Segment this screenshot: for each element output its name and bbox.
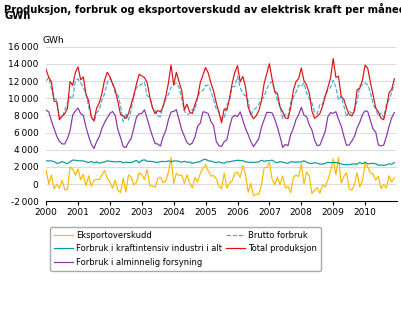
Forbruk i kraftintensiv industri i alt xyxy=(328,161,333,165)
Forbruk i alminnelig forsyning xyxy=(163,129,168,133)
Forbruk i alminnelig forsyning xyxy=(328,111,333,115)
Brutto forbruk xyxy=(328,86,333,90)
Eksportoverskudd xyxy=(392,175,397,179)
Forbruk i alminnelig forsyning xyxy=(86,134,91,138)
Line: Forbruk i kraftintensiv industri i alt: Forbruk i kraftintensiv industri i alt xyxy=(46,159,394,166)
Brutto forbruk xyxy=(331,78,336,82)
Total produksjon xyxy=(73,71,78,74)
Forbruk i kraftintensiv industri i alt xyxy=(161,159,166,163)
Eksportoverskudd xyxy=(251,194,256,198)
Forbruk i kraftintensiv industri i alt xyxy=(86,161,91,165)
Brutto forbruk xyxy=(153,109,158,112)
Text: GWh: GWh xyxy=(43,36,64,45)
Forbruk i alminnelig forsyning xyxy=(91,147,96,150)
Line: Forbruk i alminnelig forsyning: Forbruk i alminnelig forsyning xyxy=(46,107,394,148)
Total produksjon xyxy=(326,86,330,90)
Forbruk i alminnelig forsyning xyxy=(299,105,304,109)
Eksportoverskudd xyxy=(328,169,333,173)
Brutto forbruk xyxy=(235,75,240,79)
Brutto forbruk xyxy=(91,120,96,124)
Eksportoverskudd xyxy=(336,156,341,159)
Line: Eksportoverskudd: Eksportoverskudd xyxy=(46,157,394,196)
Text: GWh: GWh xyxy=(4,11,30,21)
Forbruk i kraftintensiv industri i alt xyxy=(392,161,397,165)
Forbruk i alminnelig forsyning xyxy=(331,111,336,115)
Legend: Eksportoverskudd, Forbruk i kraftintensiv industri i alt, Forbruk i alminnelig f: Eksportoverskudd, Forbruk i kraftintensi… xyxy=(50,227,321,271)
Total produksjon xyxy=(86,99,91,103)
Line: Brutto forbruk: Brutto forbruk xyxy=(46,77,394,122)
Forbruk i alminnelig forsyning xyxy=(153,142,158,146)
Eksportoverskudd xyxy=(73,173,78,177)
Total produksjon xyxy=(150,106,155,109)
Total produksjon xyxy=(328,76,333,80)
Forbruk i kraftintensiv industri i alt xyxy=(44,159,49,163)
Brutto forbruk xyxy=(163,98,168,101)
Total produksjon xyxy=(44,68,49,71)
Eksportoverskudd xyxy=(161,181,166,185)
Total produksjon xyxy=(392,77,397,81)
Brutto forbruk xyxy=(44,79,49,82)
Total produksjon xyxy=(219,121,224,125)
Total produksjon xyxy=(161,105,166,109)
Brutto forbruk xyxy=(86,105,91,109)
Forbruk i alminnelig forsyning xyxy=(392,110,397,114)
Forbruk i kraftintensiv industri i alt xyxy=(381,164,386,167)
Forbruk i kraftintensiv industri i alt xyxy=(203,157,208,161)
Text: Produksjon, forbruk og eksportoverskudd av elektrisk kraft per måned.: Produksjon, forbruk og eksportoverskudd … xyxy=(4,3,401,15)
Forbruk i kraftintensiv industri i alt xyxy=(73,158,78,162)
Forbruk i alminnelig forsyning xyxy=(73,109,78,113)
Forbruk i kraftintensiv industri i alt xyxy=(150,160,155,164)
Brutto forbruk xyxy=(73,79,78,83)
Forbruk i kraftintensiv industri i alt xyxy=(326,160,330,164)
Eksportoverskudd xyxy=(44,168,49,172)
Eksportoverskudd xyxy=(326,178,330,182)
Total produksjon xyxy=(331,57,336,61)
Brutto forbruk xyxy=(392,82,397,86)
Line: Total produksjon: Total produksjon xyxy=(46,59,394,123)
Forbruk i alminnelig forsyning xyxy=(44,108,49,112)
Eksportoverskudd xyxy=(86,174,91,178)
Eksportoverskudd xyxy=(150,184,155,188)
